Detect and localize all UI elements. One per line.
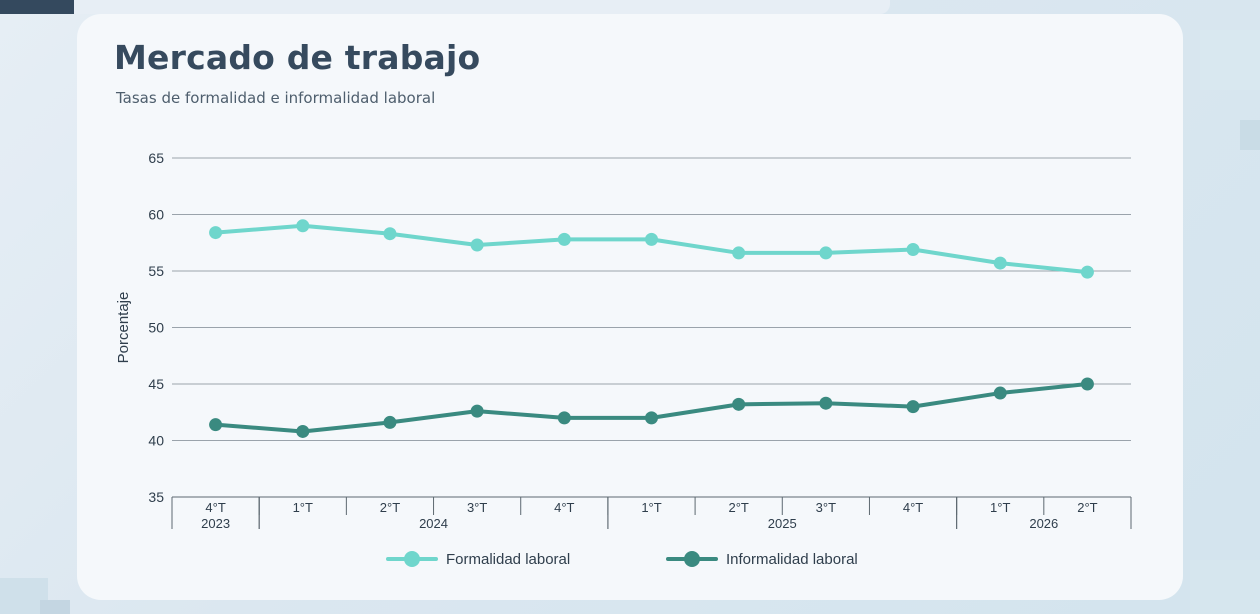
data-point-formalidad xyxy=(209,226,223,240)
data-point-formalidad xyxy=(383,227,397,241)
data-point-informalidad xyxy=(906,400,920,414)
legend-swatch-informalidad xyxy=(666,551,718,567)
x-tick-label: 4°T xyxy=(903,500,923,515)
data-point-informalidad xyxy=(296,424,310,438)
data-point-formalidad xyxy=(470,238,484,252)
data-point-formalidad xyxy=(557,232,571,246)
x-tick-label: 1°T xyxy=(641,500,661,515)
data-point-informalidad xyxy=(470,404,484,418)
x-tick-label: 4°T xyxy=(205,500,225,515)
data-point-formalidad xyxy=(296,219,310,233)
page-subtitle: Tasas de formalidad e informalidad labor… xyxy=(116,89,436,107)
decor-square xyxy=(1200,30,1260,90)
data-point-formalidad xyxy=(732,246,746,260)
year-label: 2024 xyxy=(419,516,448,531)
legend-swatch-formalidad xyxy=(386,551,438,567)
chart-card xyxy=(77,14,1183,600)
data-point-formalidad xyxy=(1080,265,1094,279)
y-tick-label: 35 xyxy=(148,489,164,505)
y-axis-title: Porcentaje xyxy=(115,292,132,364)
data-point-formalidad xyxy=(819,246,833,260)
data-point-formalidad xyxy=(906,243,920,257)
x-tick-label: 2°T xyxy=(1077,500,1097,515)
data-point-formalidad xyxy=(645,232,658,246)
data-point-informalidad xyxy=(1080,377,1094,391)
legend-label-formalidad: Formalidad laboral xyxy=(446,550,571,568)
x-tick-label: 1°T xyxy=(293,500,313,515)
data-point-informalidad xyxy=(993,386,1007,400)
y-tick-label: 65 xyxy=(148,150,164,166)
x-tick-label: 2°T xyxy=(380,500,400,515)
year-label: 2023 xyxy=(201,516,230,531)
x-tick-label: 2°T xyxy=(728,500,748,515)
data-point-formalidad xyxy=(993,256,1007,270)
year-label: 2025 xyxy=(768,516,797,531)
data-point-informalidad xyxy=(557,411,571,425)
data-point-informalidad xyxy=(383,415,397,429)
y-tick-label: 40 xyxy=(148,433,164,449)
series-line-formalidad xyxy=(213,223,1090,275)
y-tick-label: 60 xyxy=(148,207,164,223)
legend-item-formalidad: Formalidad laboral xyxy=(386,546,570,572)
x-tick-label: 3°T xyxy=(467,500,487,515)
data-point-informalidad xyxy=(819,396,833,410)
y-tick-label: 50 xyxy=(148,320,164,336)
decor-square xyxy=(1240,120,1260,150)
decor-square xyxy=(40,600,70,614)
top-banner xyxy=(0,0,890,14)
legend-label-informalidad: Informalidad laboral xyxy=(726,550,858,568)
y-tick-label: 45 xyxy=(148,376,164,392)
y-tick-label: 55 xyxy=(148,263,164,279)
legend-item-informalidad: Informalidad laboral xyxy=(666,546,858,572)
decor-square xyxy=(1190,560,1260,614)
data-point-informalidad xyxy=(732,397,746,411)
chart-legend: Formalidad laboral Informalidad laboral xyxy=(0,546,1260,572)
x-tick-label: 1°T xyxy=(990,500,1010,515)
data-point-informalidad xyxy=(645,411,658,425)
x-tick-label: 3°T xyxy=(816,500,836,515)
top-banner-accent xyxy=(0,0,74,14)
year-label: 2026 xyxy=(1029,516,1058,531)
x-tick-label: 4°T xyxy=(554,500,574,515)
page-title: Mercado de trabajo xyxy=(114,38,481,77)
data-point-informalidad xyxy=(209,418,223,432)
